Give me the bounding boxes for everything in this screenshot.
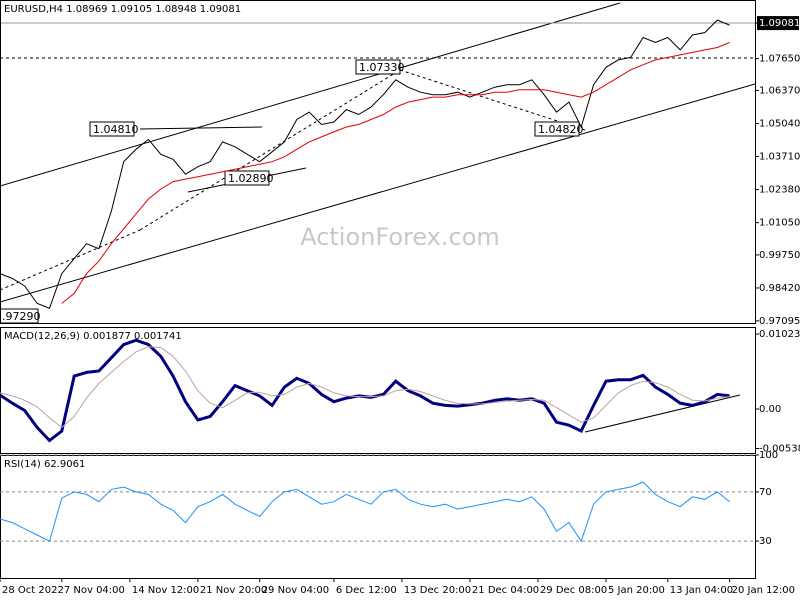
watermark: ActionForex.com <box>300 223 500 251</box>
series-line <box>0 481 730 543</box>
annotation: .97290 <box>2 310 41 323</box>
annotation: 1.02890 <box>228 172 274 185</box>
panel-border <box>0 327 756 454</box>
y-tick-label: 100 <box>759 450 778 461</box>
x-tick-label: 21 Nov 20:00 <box>200 585 267 596</box>
x-tick-label: 29 Dec 08:00 <box>540 585 607 596</box>
x-tick-label: 5 Jan 20:00 <box>608 585 665 596</box>
y-tick-label: 1.06370 <box>759 85 800 96</box>
x-tick-label: 28 Oct 2022 <box>2 585 64 596</box>
y-tick-label: -0.005389 <box>759 444 800 455</box>
series-line <box>0 346 730 429</box>
x-tick-label: 13 Jan 04:00 <box>670 585 733 596</box>
annotation: 1.04810 <box>93 123 139 136</box>
y-tick-label: 1.09081 <box>759 18 800 29</box>
annotation: 1.07330 <box>359 61 405 74</box>
annotations: 1.04810 1.02890 1.07330 1.04820 .97290 <box>0 59 584 324</box>
y-tick-label: 70 <box>759 487 772 498</box>
panel-title: EURUSD,H4 1.08969 1.09105 1.08948 1.0908… <box>4 4 241 15</box>
y-tick-label: 30 <box>759 536 772 547</box>
price-box <box>757 16 799 31</box>
panel-title: RSI(14) 62.9061 <box>4 459 85 470</box>
x-tick-label: 29 Nov 04:00 <box>262 585 329 596</box>
y-tick-label: 0.00 <box>759 404 781 415</box>
x-tick-label: 21 Dec 04:00 <box>472 585 539 596</box>
annotation: 1.04820 <box>538 123 584 136</box>
y-tick-label: 1.02380 <box>759 185 800 196</box>
x-tick-label: 6 Dec 12:00 <box>336 585 397 596</box>
x-tick-label: 13 Dec 20:00 <box>404 585 471 596</box>
y-tick-label: 0.010232 <box>759 329 800 340</box>
y-tick-label: 1.07650 <box>759 54 800 65</box>
y-tick-label: 0.97095 <box>759 316 800 327</box>
x-tick-label: 20 Jan 12:00 <box>732 585 795 596</box>
series-line <box>61 42 730 304</box>
x-tick-label: 7 Nov 04:00 <box>64 585 125 596</box>
y-tick-label: 1.05040 <box>759 118 800 129</box>
trend-lines <box>0 2 756 433</box>
x-tick-label: 14 Nov 12:00 <box>132 585 199 596</box>
y-tick-label: 1.01050 <box>759 218 800 229</box>
y-tick-label: 1.03710 <box>759 152 800 163</box>
panel-title: MACD(12,26,9) 0.001877 0.001741 <box>4 331 182 342</box>
panel-border <box>0 0 756 324</box>
series-line <box>0 19 730 309</box>
y-tick-label: 0.98420 <box>759 283 800 294</box>
y-tick-label: 0.99750 <box>759 250 800 261</box>
